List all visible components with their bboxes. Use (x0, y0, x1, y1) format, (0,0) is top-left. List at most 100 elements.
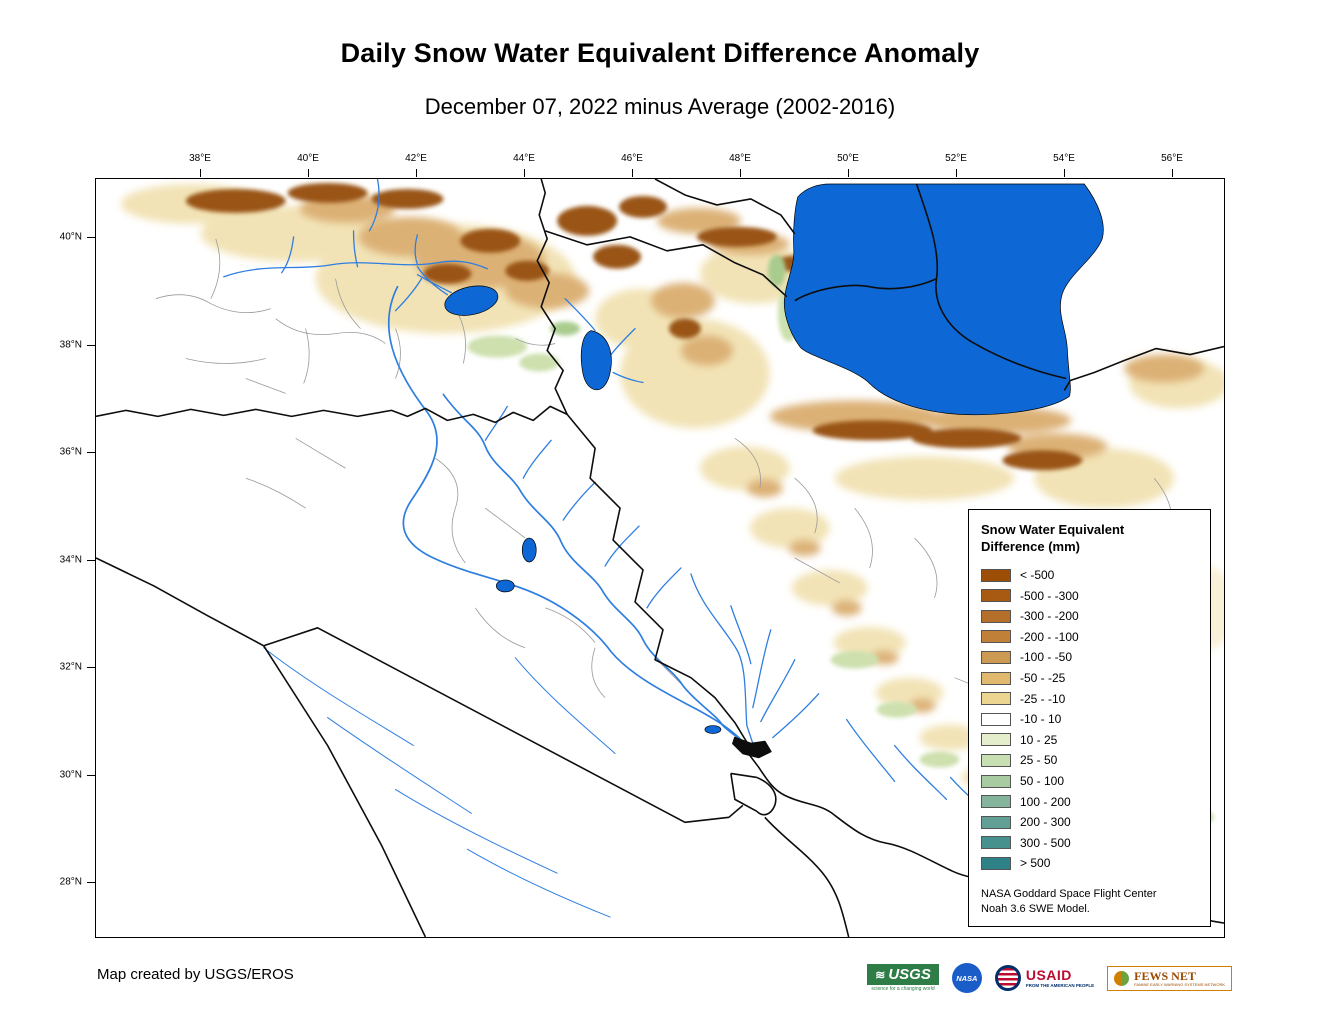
legend-swatch (981, 650, 1011, 664)
lon-tick (632, 169, 633, 177)
legend-swatch (981, 774, 1011, 788)
legend-entry: -50 - -25 (981, 668, 1198, 689)
lon-tick (1064, 169, 1065, 177)
usgs-tagline: science for a changing world (871, 986, 935, 992)
legend-swatch (981, 609, 1011, 623)
caspian-maritime-border (915, 183, 1067, 380)
map-credit: Map created by USGS/EROS (97, 966, 294, 983)
kuwait-bay-coast (756, 776, 777, 816)
terrain-dark-brown (185, 182, 1083, 471)
lake-razaza (495, 579, 515, 593)
legend-swatch (981, 671, 1011, 685)
lon-tick (308, 169, 309, 177)
legend-label: -100 - -50 (1020, 650, 1073, 665)
legend-swatch (981, 692, 1011, 706)
lat-tick (87, 774, 95, 776)
legend-label: -50 - -25 (1020, 671, 1066, 686)
turkmenistan-border (1063, 345, 1224, 391)
lake-van (444, 285, 499, 316)
lat-tick (87, 237, 95, 238)
legend-label: -10 - 10 (1020, 712, 1062, 727)
legend-entry: 100 - 200 (981, 791, 1198, 812)
legend-entry: 300 - 500 (981, 833, 1198, 854)
legend-note-line2: Noah 3.6 SWE Model. (981, 902, 1090, 915)
usaid-tagline: FROM THE AMERICAN PEOPLE (1025, 982, 1095, 988)
lat-label: 30°N (59, 769, 82, 780)
fewsnet-logo: FEWS NET FAMINE EARLY WARNING SYSTEMS NE… (1107, 965, 1232, 991)
turkey-syria-iraq-border (96, 405, 568, 424)
lon-tick (740, 169, 741, 177)
legend-entry: 10 - 25 (981, 730, 1198, 751)
latitude-axis: 40°N 38°N 36°N 34°N 32°N 30°N 28°N (50, 178, 95, 938)
lat-label: 38°N (59, 339, 82, 350)
nasa-meatball-icon: NASA (951, 963, 982, 993)
iran-iraq-border (566, 413, 750, 746)
legend-swatch (981, 568, 1011, 582)
legend-swatch (981, 815, 1011, 829)
lat-label: 40°N (59, 231, 82, 243)
lon-label: 40°E (297, 153, 319, 164)
legend-entry: -500 - -300 (981, 585, 1198, 606)
legend-swatch (981, 795, 1011, 809)
legend-swatch (981, 733, 1011, 747)
usaid-logo: USAID FROM THE AMERICAN PEOPLE (994, 965, 1095, 991)
caspian-maritime-border-west (794, 278, 937, 302)
map-frame: Snow Water Equivalent Difference (mm) < … (95, 178, 1225, 938)
lon-tick (1172, 169, 1173, 177)
lon-label: 38°E (189, 153, 211, 164)
kuwait-border (730, 772, 758, 813)
legend-swatch (981, 836, 1011, 850)
legend-label: 100 - 200 (1020, 794, 1071, 809)
lat-tick (87, 559, 95, 561)
lat-tick (87, 344, 95, 346)
legend-entries: < -500 -500 - -300 -300 - -200 -200 - -100 -… (981, 565, 1198, 874)
legend-entry: -300 - -200 (981, 606, 1198, 627)
legend-swatch (981, 753, 1011, 767)
legend-label: -25 - -10 (1020, 691, 1066, 706)
legend-note: NASA Goddard Space Flight Center Noah 3.… (981, 887, 1198, 917)
lat-label: 28°N (59, 876, 82, 888)
lon-tick (524, 169, 525, 177)
lon-tick (956, 169, 957, 177)
shatt-estuary (732, 736, 772, 759)
legend-title-line1: Snow Water Equivalent (981, 522, 1125, 537)
legend-entry: -200 - -100 (981, 627, 1198, 648)
lat-label: 32°N (59, 661, 82, 673)
lat-label: 36°N (59, 446, 82, 458)
page-subtitle: December 07, 2022 minus Average (2002-20… (424, 94, 896, 119)
legend-swatch (981, 712, 1011, 726)
hammar-marsh (704, 725, 722, 734)
jordan-saudi-border (263, 645, 427, 937)
usaid-label: USAID (1025, 966, 1072, 983)
legend-swatch (981, 589, 1011, 603)
lon-label: 50°E (837, 153, 859, 164)
nasa-logo: NASA (951, 963, 982, 993)
rivers (223, 179, 1008, 918)
lake-tharthar (521, 537, 537, 563)
nasa-label: NASA (956, 973, 978, 983)
fewsnet-tagline: FAMINE EARLY WARNING SYSTEMS NETWORK (1134, 981, 1225, 987)
legend-label: 200 - 300 (1020, 815, 1071, 830)
turkey-iran-border (536, 179, 568, 415)
legend-entry: -100 - -50 (981, 647, 1198, 668)
logo-strip: ≋ USGS science for a changing world NASA… (867, 954, 1232, 1002)
page-title: Daily Snow Water Equivalent Difference A… (340, 38, 980, 68)
lon-label: 42°E (405, 153, 427, 164)
legend-entry: 25 - 50 (981, 750, 1198, 771)
usgs-wordmark: ≋ USGS (867, 964, 939, 985)
legend-label: 10 - 25 (1020, 732, 1058, 747)
lon-tick (416, 169, 417, 177)
legend-note-line1: NASA Goddard Space Flight Center (981, 887, 1157, 900)
usgs-logo: ≋ USGS science for a changing world (867, 964, 939, 992)
lat-tick (87, 452, 95, 453)
legend-swatch (981, 856, 1011, 870)
legend-entry: 50 - 100 (981, 771, 1198, 792)
legend: Snow Water Equivalent Difference (mm) < … (968, 509, 1211, 928)
legend-entry: -10 - 10 (981, 709, 1198, 730)
fewsnet-label: FEWS NET (1134, 968, 1196, 983)
legend-swatch (981, 630, 1011, 644)
lat-tick (87, 882, 95, 883)
usgs-wave-icon: ≋ (875, 967, 886, 982)
lon-label: 48°E (729, 153, 751, 164)
